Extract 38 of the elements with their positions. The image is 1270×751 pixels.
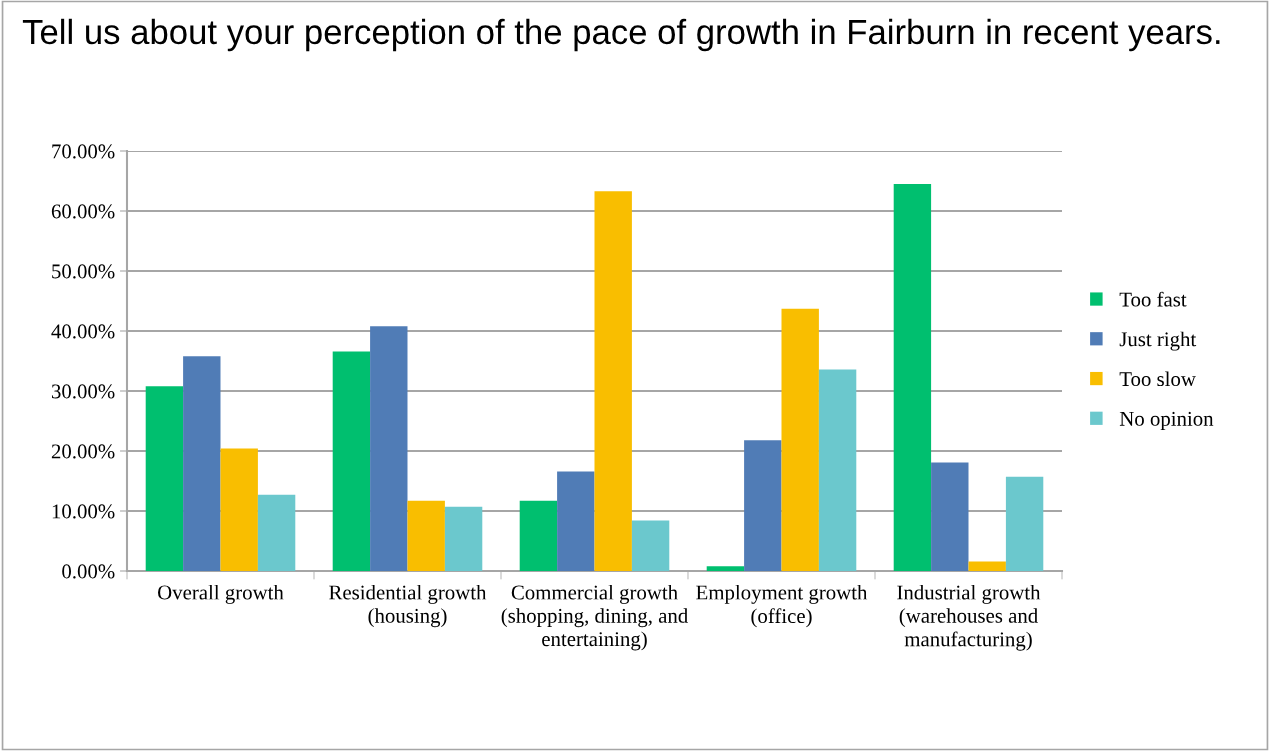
y-tick-label: 10.00% [52,504,115,519]
legend-label: Too slow [1119,371,1196,387]
x-tick-label: Industrial growth (warehouses and manufacturing) [897,584,1041,651]
bar [407,500,445,571]
chart-title: Tell us about your perception of the pace of growth in Fairburn in recent years. [22,18,1220,52]
bar [931,462,969,571]
bar [968,561,1006,571]
bar [257,494,296,571]
bar [781,308,819,571]
bar [332,351,371,571]
bar [145,386,184,571]
y-tick-label: 0.00% [62,564,115,579]
bar [631,520,670,571]
y-tick-label: 60.00% [51,204,115,219]
bar [706,566,745,571]
y-tick-label: 50.00% [52,264,115,279]
y-tick-label: 40.00% [51,324,115,339]
legend-label: Too fast [1119,291,1187,307]
bar [893,184,932,571]
bar [183,356,221,571]
x-tick-label: Commercial growth (shopping, dining, and entertaining) [501,584,688,651]
x-tick-label: Residential growth (housing) [329,584,487,628]
bar [370,326,408,571]
y-tick-label: 30.00% [51,384,115,399]
bar [1005,476,1044,571]
y-tick-label: 70.00% [52,144,115,159]
legend-label: Just right [1119,331,1197,351]
bar [744,440,782,571]
bar [557,471,595,571]
x-tick-label: Overall growth [158,584,284,604]
bar [818,369,857,571]
y-tick-label: 20.00% [51,444,115,459]
bar [519,500,558,571]
x-tick-label: Employment growth (office) [696,584,868,628]
bar [444,506,483,571]
legend-label: No opinion [1119,411,1214,431]
bar [594,191,632,571]
bar [220,448,258,571]
